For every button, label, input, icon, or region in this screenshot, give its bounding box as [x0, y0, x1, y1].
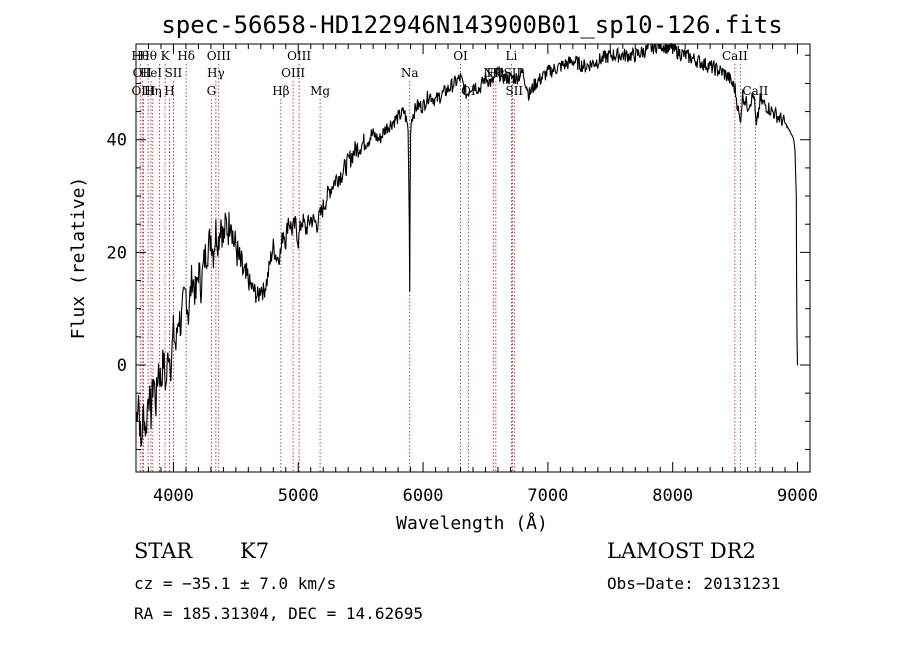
y-tick-label: 20	[107, 243, 127, 263]
y-tick-label: 40	[107, 131, 127, 151]
y-axis-ticks: 0 20 40	[107, 54, 810, 450]
marker-label: K	[161, 49, 171, 63]
marker-label: Na	[401, 66, 419, 80]
marker-label: Hη	[144, 84, 162, 98]
marker-label: OI	[453, 49, 468, 63]
marker-label: Hδ	[177, 49, 195, 63]
marker-label: HeI	[140, 66, 163, 80]
marker-label: Hβ	[272, 84, 289, 98]
marker-label: CaII	[722, 49, 748, 63]
y-tick-label: 0	[117, 356, 127, 376]
survey-name: LAMOST DR2	[607, 539, 756, 563]
object-class: STAR	[134, 539, 193, 563]
line-markers	[139, 64, 756, 472]
marker-label: OIII	[131, 84, 155, 98]
marker-label: CaII	[742, 84, 768, 98]
x-axis-ticks: 4000 5000 6000 7000 8000 9000	[147, 44, 818, 506]
coordinates: RA = 185.31304, DEC = 14.62695	[134, 604, 423, 623]
x-tick-label: 8000	[652, 486, 693, 506]
object-subclass: K7	[240, 539, 269, 563]
marker-label: SII	[505, 84, 523, 98]
redshift-cz: cz = −35.1 ± 7.0 km/s	[134, 574, 336, 593]
x-axis-label: Wavelength (Å)	[396, 512, 548, 534]
marker-label: Mg	[310, 84, 330, 98]
y-axis-label: Flux (relative)	[68, 177, 89, 340]
marker-label: Hγ	[207, 66, 225, 80]
marker-label: Li	[506, 49, 518, 63]
x-tick-label: 7000	[527, 486, 568, 506]
marker-label: H	[164, 84, 174, 98]
marker-label: G	[207, 84, 217, 98]
spectrum-line	[135, 42, 799, 447]
marker-label: OIII	[281, 66, 305, 80]
x-tick-label: 6000	[403, 486, 444, 506]
x-tick-label: 9000	[777, 486, 818, 506]
marker-label: SII	[165, 66, 183, 80]
marker-label: OIII	[287, 49, 311, 63]
marker-label: Hθ	[139, 49, 157, 63]
observation-date: Obs−Date: 20131231	[607, 574, 780, 593]
x-tick-label: 4000	[153, 486, 194, 506]
marker-label: OII	[133, 66, 153, 80]
marker-label: OIII	[207, 49, 231, 63]
x-tick-label: 5000	[278, 486, 319, 506]
chart-title: spec-56658-HD122946N143900B01_sp10-126.f…	[161, 11, 782, 39]
